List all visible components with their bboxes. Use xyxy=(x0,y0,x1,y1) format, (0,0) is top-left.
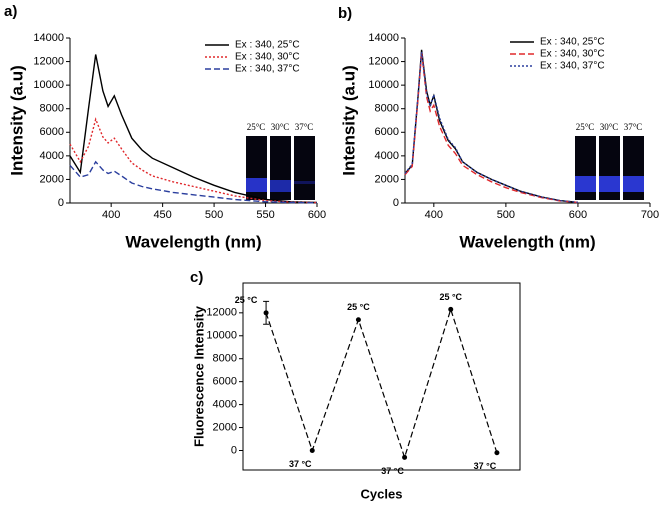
legend-label: Ex : 340, 30°C xyxy=(540,49,605,60)
series-line xyxy=(404,52,578,203)
inset-label: 30°C xyxy=(600,122,619,132)
y-tick-label: 10000 xyxy=(206,330,237,342)
y-tick-label: 4000 xyxy=(40,150,64,162)
y-tick-label: 14000 xyxy=(368,32,399,44)
x-axis-label: Wavelength (nm) xyxy=(125,232,261,251)
point-label: 37 °C xyxy=(474,461,497,471)
panel-label: a) xyxy=(4,3,17,20)
y-axis-label: Intensity (a.u) xyxy=(339,65,358,176)
series-line xyxy=(69,117,318,204)
y-tick-label: 4000 xyxy=(375,150,399,162)
point xyxy=(355,317,361,323)
y-axis-label: Intensity (a.u) xyxy=(7,65,26,176)
point-label: 25 °C xyxy=(235,295,258,305)
y-tick-label: 2000 xyxy=(375,173,399,185)
legend-label: Ex : 340, 25°C xyxy=(540,37,605,48)
point xyxy=(448,306,454,312)
y-tick-label: 12000 xyxy=(33,55,64,67)
inset-label: 25°C xyxy=(576,122,595,132)
y-tick-label: 10000 xyxy=(33,79,64,91)
x-tick-label: 700 xyxy=(641,209,659,221)
y-tick-label: 2000 xyxy=(213,421,237,433)
y-tick-label: 12000 xyxy=(206,307,237,319)
error-bar xyxy=(263,300,270,325)
x-tick-label: 550 xyxy=(256,209,274,221)
inset-label: 37°C xyxy=(624,122,643,132)
series-line xyxy=(265,307,498,460)
y-tick-label: 12000 xyxy=(368,55,399,67)
y-tick-label: 8000 xyxy=(375,103,399,115)
panel-label: b) xyxy=(338,5,352,22)
x-axis-label: Cycles xyxy=(361,486,403,501)
legend-label: Ex : 340, 30°C xyxy=(235,52,300,63)
x-tick-label: 600 xyxy=(308,209,326,221)
point xyxy=(309,447,315,453)
point xyxy=(494,450,500,456)
legend-label: Ex : 340, 37°C xyxy=(235,64,300,75)
inset-photo-a xyxy=(246,136,315,200)
x-tick-label: 500 xyxy=(497,209,515,221)
y-tick-label: 0 xyxy=(58,197,64,209)
x-tick-label: 450 xyxy=(153,209,171,221)
y-tick-label: 4000 xyxy=(213,399,237,411)
series-line xyxy=(69,54,318,204)
point xyxy=(402,454,408,460)
y-tick-label: 14000 xyxy=(33,32,64,44)
inset-label: 25°C xyxy=(247,122,266,132)
y-tick-label: 8000 xyxy=(40,103,64,115)
x-tick-label: 500 xyxy=(205,209,223,221)
y-tick-label: 2000 xyxy=(40,173,64,185)
x-tick-label: 400 xyxy=(102,209,120,221)
point-label: 25 °C xyxy=(439,292,462,302)
y-tick-label: 6000 xyxy=(40,126,64,138)
inset-label: 30°C xyxy=(271,122,290,132)
point-label: 37 °C xyxy=(289,459,312,469)
y-tick-label: 0 xyxy=(393,197,399,209)
x-tick-label: 400 xyxy=(425,209,443,221)
inset-label: 37°C xyxy=(295,122,314,132)
point-label: 37 °C xyxy=(381,466,404,476)
y-tick-label: 0 xyxy=(231,444,237,456)
inset-photo-b xyxy=(575,136,644,200)
series-line xyxy=(404,49,578,204)
y-tick-label: 6000 xyxy=(213,376,237,388)
x-tick-label: 600 xyxy=(569,209,587,221)
plot-frame xyxy=(242,282,521,471)
y-tick-label: 6000 xyxy=(375,126,399,138)
series-line xyxy=(69,160,318,204)
legend-label: Ex : 340, 37°C xyxy=(540,61,605,72)
y-axis-label: Fluorescence Intensity xyxy=(191,305,206,447)
panel-label: c) xyxy=(190,269,203,286)
y-tick-label: 10000 xyxy=(368,79,399,91)
x-axis-label: Wavelength (nm) xyxy=(459,232,595,251)
legend-label: Ex : 340, 25°C xyxy=(235,40,300,51)
y-tick-label: 8000 xyxy=(213,353,237,365)
point-label: 25 °C xyxy=(347,302,370,312)
